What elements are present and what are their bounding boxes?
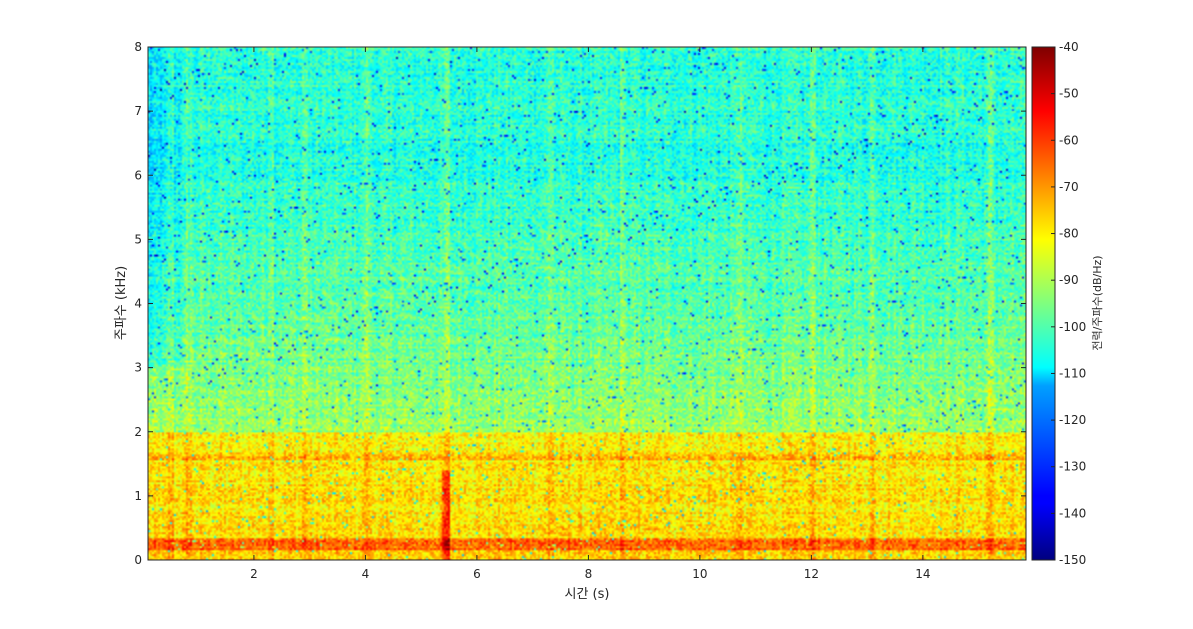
colorbar-label: 전력/주파수(dB/Hz)	[1091, 255, 1104, 350]
y-tick-label: 0	[134, 553, 142, 567]
y-tick-label: 6	[134, 168, 142, 182]
y-tick-label: 5	[134, 232, 142, 246]
y-tick-label: 7	[134, 104, 142, 118]
x-tick-label: 2	[250, 567, 258, 581]
x-tick-label: 6	[473, 567, 481, 581]
x-tick-label: 4	[362, 567, 370, 581]
x-axis-ticks: 2 4 6 8 10 12 14	[250, 47, 931, 581]
colorbar-tick-label: -140	[1059, 506, 1086, 520]
colorbar-tick-label: -90	[1059, 273, 1079, 287]
colorbar-tick-label: -70	[1059, 180, 1079, 194]
colorbar-tick-label: -80	[1059, 227, 1079, 241]
colorbar-tick-label: -40	[1059, 40, 1079, 54]
y-tick-label: 3	[134, 361, 142, 375]
x-tick-label: 10	[692, 567, 707, 581]
x-tick-label: 8	[585, 567, 593, 581]
colorbar-gradient	[1031, 46, 1056, 561]
colorbar-tick-label: -50	[1059, 87, 1079, 101]
y-tick-label: 4	[134, 297, 142, 311]
y-axis-label: 주파수 (kHz)	[114, 266, 129, 340]
plot-area	[147, 46, 1027, 561]
colorbar-tick-label: -120	[1059, 413, 1086, 427]
colorbar-ticks: -40 -50 -60 -70 -80 -90 -100 -110 -120 -130 -140 -1…	[1051, 40, 1086, 567]
colorbar-tick-label: -130	[1059, 460, 1086, 474]
colorbar-tick-label: -110	[1059, 366, 1086, 380]
y-tick-label: 2	[134, 425, 142, 439]
colorbar: -40 -50 -60 -70 -80 -90 -100 -110 -120 -130 -140 -1…	[1031, 40, 1104, 567]
x-tick-label: 14	[915, 567, 930, 581]
colorbar-tick-label: -100	[1059, 320, 1086, 334]
y-axis-ticks: 0 1 2 3 4 5 6 7 8	[134, 40, 1026, 567]
spectrogram-image	[148, 47, 1026, 560]
x-tick-label: 12	[804, 567, 819, 581]
y-tick-label: 8	[134, 40, 142, 54]
x-axis-label: 시간 (s)	[565, 587, 610, 602]
colorbar-tick-label: -60	[1059, 133, 1079, 147]
y-tick-label: 1	[134, 489, 142, 503]
colorbar-tick-label: -150	[1059, 553, 1086, 567]
